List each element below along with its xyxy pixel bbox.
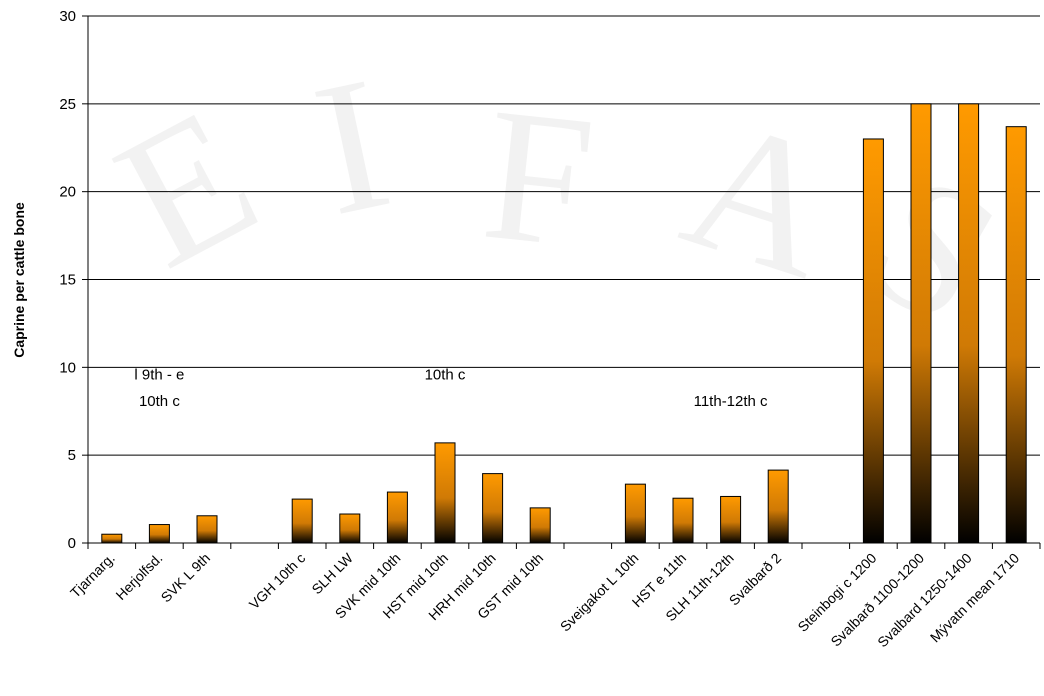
bar bbox=[1005, 126, 1027, 544]
bar bbox=[386, 491, 408, 544]
y-tick-label: 10 bbox=[59, 359, 76, 376]
bar bbox=[482, 473, 504, 544]
annotation-text: 10th c bbox=[425, 367, 466, 384]
svg-text:A: A bbox=[663, 77, 858, 319]
bar bbox=[148, 524, 170, 544]
x-category-label: SVK L 9th bbox=[158, 550, 214, 606]
y-tick-label: 5 bbox=[68, 447, 76, 464]
bar bbox=[958, 103, 980, 544]
y-tick-label: 15 bbox=[59, 272, 76, 289]
bar bbox=[862, 138, 884, 544]
bar bbox=[720, 495, 742, 544]
x-category-label: VGH 10th c bbox=[246, 550, 308, 612]
bar bbox=[434, 442, 456, 544]
x-category-label: Mývatn mean 1710 bbox=[927, 550, 1023, 646]
bar bbox=[910, 103, 932, 544]
x-category-label: Steinbogi c 1200 bbox=[794, 550, 879, 635]
bar bbox=[529, 507, 551, 544]
svg-text:F: F bbox=[475, 69, 602, 289]
bar bbox=[767, 469, 789, 544]
x-category-label: Sveigakot L 10th bbox=[557, 550, 642, 635]
x-category-labels: Tjarnarg.Herjolfsd.SVK L 9th VGH 10th c SL… bbox=[67, 549, 1022, 650]
annotation-text: 10th c bbox=[139, 393, 180, 410]
y-tick-labels: 0 5 10 15 20 25 30 bbox=[59, 8, 88, 552]
bar bbox=[101, 533, 123, 544]
y-tick-label: 25 bbox=[59, 96, 76, 113]
bar bbox=[339, 513, 361, 544]
y-tick-label: 0 bbox=[68, 535, 76, 552]
bar bbox=[291, 498, 313, 544]
bar bbox=[196, 515, 218, 544]
annotation-text: 11th-12th c bbox=[694, 393, 768, 410]
x-category-label: Tjarnarg. bbox=[67, 550, 118, 601]
annotation-text: l 9th - e bbox=[134, 367, 184, 384]
x-category-label: SLH LW bbox=[308, 549, 356, 597]
y-axis-label: Caprine per cattle bone bbox=[11, 202, 27, 358]
watermark: E I F A S bbox=[86, 38, 1031, 367]
bar bbox=[624, 483, 646, 544]
bars bbox=[101, 103, 1027, 544]
bar bbox=[672, 497, 694, 544]
annotations: l 9th - e 10th c 10th c 11th-12th c bbox=[134, 367, 768, 410]
svg-text:I: I bbox=[299, 38, 405, 257]
y-tick-label: 30 bbox=[59, 8, 76, 25]
x-category-label: Svalbarð 2 bbox=[726, 550, 785, 609]
y-tick-label: 20 bbox=[59, 184, 76, 201]
